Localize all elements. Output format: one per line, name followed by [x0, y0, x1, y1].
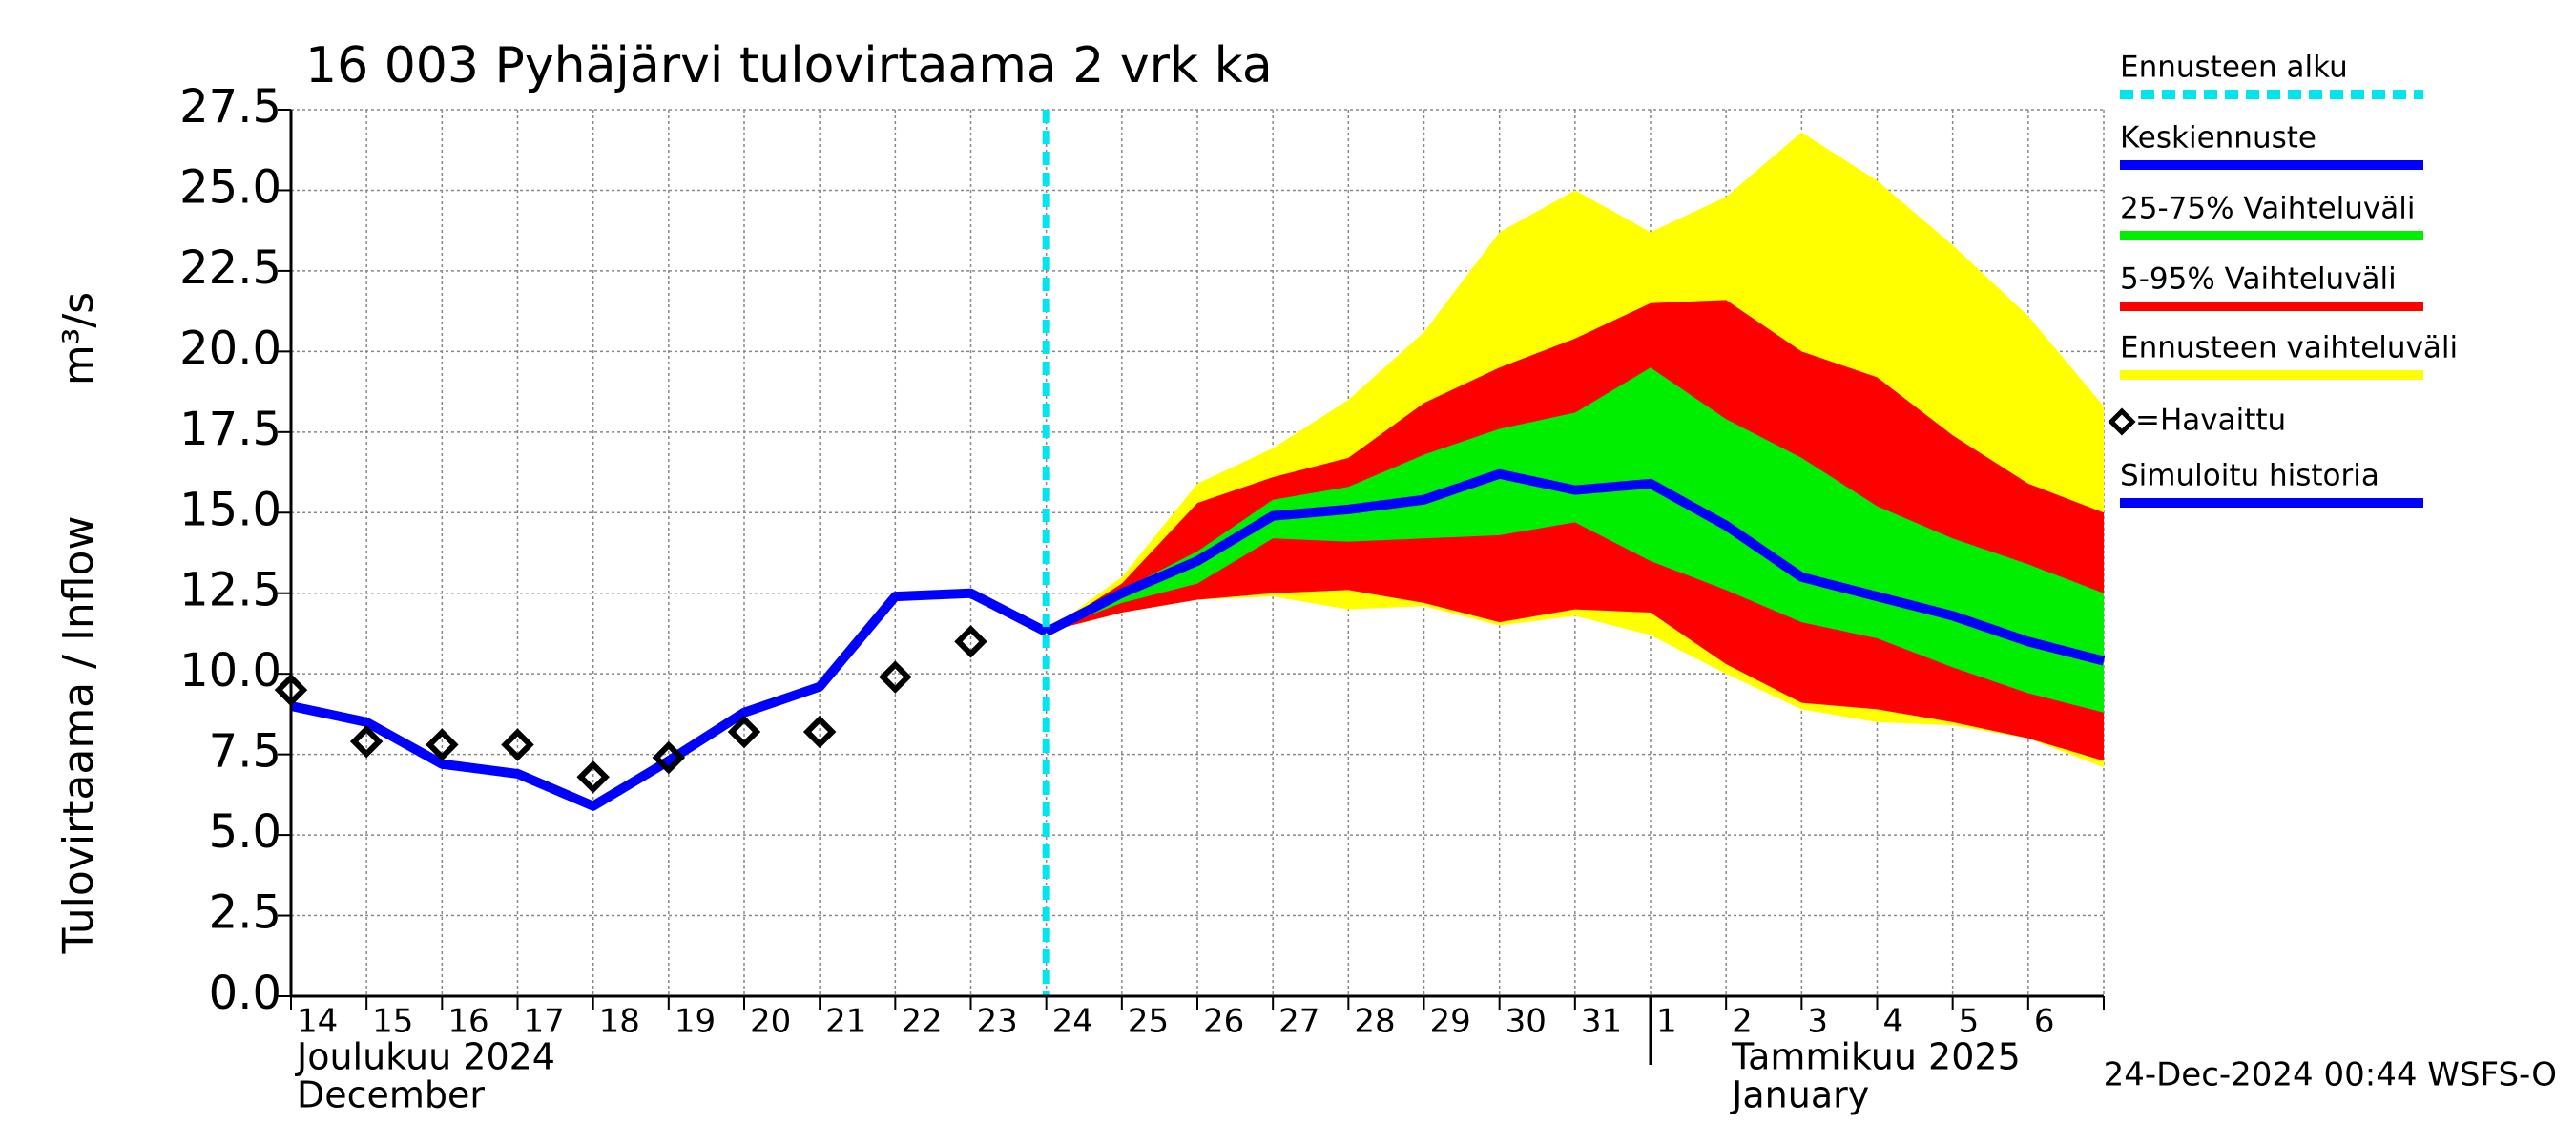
band — [1046, 300, 2104, 761]
observed-point — [879, 660, 912, 694]
y-tick-label: 12.5 — [179, 564, 281, 617]
observed-point — [652, 740, 686, 775]
x-tick-label: 17 — [524, 1003, 565, 1041]
x-tick-label: 24 — [1052, 1003, 1093, 1041]
band — [1046, 367, 2104, 713]
y-tick-label: 7.5 — [209, 725, 281, 779]
y-tick-label: 0.0 — [209, 967, 281, 1020]
observed-point — [349, 724, 384, 759]
line — [1044, 468, 2106, 666]
observed-point — [576, 760, 610, 794]
x-tick-label: 23 — [977, 1003, 1018, 1041]
chart-title: 16 003 Pyhäjärvi tulovirtaama 2 vrk ka — [305, 37, 1273, 94]
x-tick-label: 15 — [372, 1003, 413, 1041]
y-tick-label: 15.0 — [179, 483, 281, 536]
observed-point — [802, 715, 837, 749]
x-tick-label: 30 — [1506, 1003, 1547, 1041]
y-tick-label: 22.5 — [179, 241, 281, 295]
observed-point — [501, 728, 534, 761]
x-tick-label: 19 — [675, 1003, 716, 1041]
y-tick-label: 5.0 — [209, 805, 281, 859]
y-tick-label: 10.0 — [179, 644, 281, 697]
x-tick-label: 6 — [2034, 1003, 2055, 1041]
y-tick-label: 17.5 — [179, 403, 281, 456]
month-label-en: January — [1730, 1074, 1869, 1116]
month-label: Joulukuu 2024 — [295, 1036, 555, 1078]
month-label: Tammikuu 2025 — [1731, 1036, 2021, 1078]
legend-label: Ennusteen alku — [2120, 51, 2348, 85]
x-tick-label: 22 — [901, 1003, 942, 1041]
x-tick-label: 2 — [1732, 1003, 1753, 1041]
observed-point — [954, 625, 987, 658]
legend-label: Ennusteen vaihteluväli — [2120, 331, 2458, 365]
x-tick-label: 28 — [1354, 1003, 1395, 1041]
x-tick-label: 27 — [1278, 1003, 1319, 1041]
x-tick-label: 29 — [1430, 1003, 1471, 1041]
x-tick-label: 31 — [1581, 1003, 1622, 1041]
x-tick-label: 4 — [1883, 1003, 1904, 1041]
x-tick-label: 16 — [447, 1003, 488, 1041]
x-tick-label: 14 — [297, 1003, 338, 1041]
x-tick-label: 26 — [1203, 1003, 1244, 1041]
x-tick-label: 20 — [750, 1003, 791, 1041]
line — [289, 588, 1049, 811]
x-tick-label: 3 — [1807, 1003, 1828, 1041]
legend-label: Keskiennuste — [2120, 121, 2316, 156]
x-tick-label: 18 — [599, 1003, 640, 1041]
footer: 24-Dec-2024 00:44 WSFS-O — [2104, 1056, 2557, 1094]
legend-label: =Havaittu — [2135, 404, 2286, 438]
legend-label: 5-95% Vaihteluväli — [2120, 262, 2397, 297]
y-tick-label: 2.5 — [209, 886, 281, 940]
y-axis-unit: m³/s — [54, 292, 103, 385]
y-tick-label: 27.5 — [179, 80, 281, 134]
legend-label: Simuloitu historia — [2120, 459, 2379, 493]
y-axis-label: Tulovirtaama / Inflow — [54, 516, 103, 955]
x-tick-label: 25 — [1128, 1003, 1169, 1041]
x-tick-label: 1 — [1656, 1003, 1677, 1041]
x-tick-label: 21 — [825, 1003, 866, 1041]
y-tick-label: 25.0 — [179, 160, 281, 214]
legend-label: 25-75% Vaihteluväli — [2120, 192, 2416, 226]
observed-point — [426, 728, 459, 761]
y-tick-label: 20.0 — [179, 322, 281, 375]
month-label-en: December — [297, 1074, 485, 1116]
observed-point — [727, 715, 761, 749]
legend-swatch — [2108, 407, 2136, 436]
x-tick-label: 5 — [1959, 1003, 1980, 1041]
